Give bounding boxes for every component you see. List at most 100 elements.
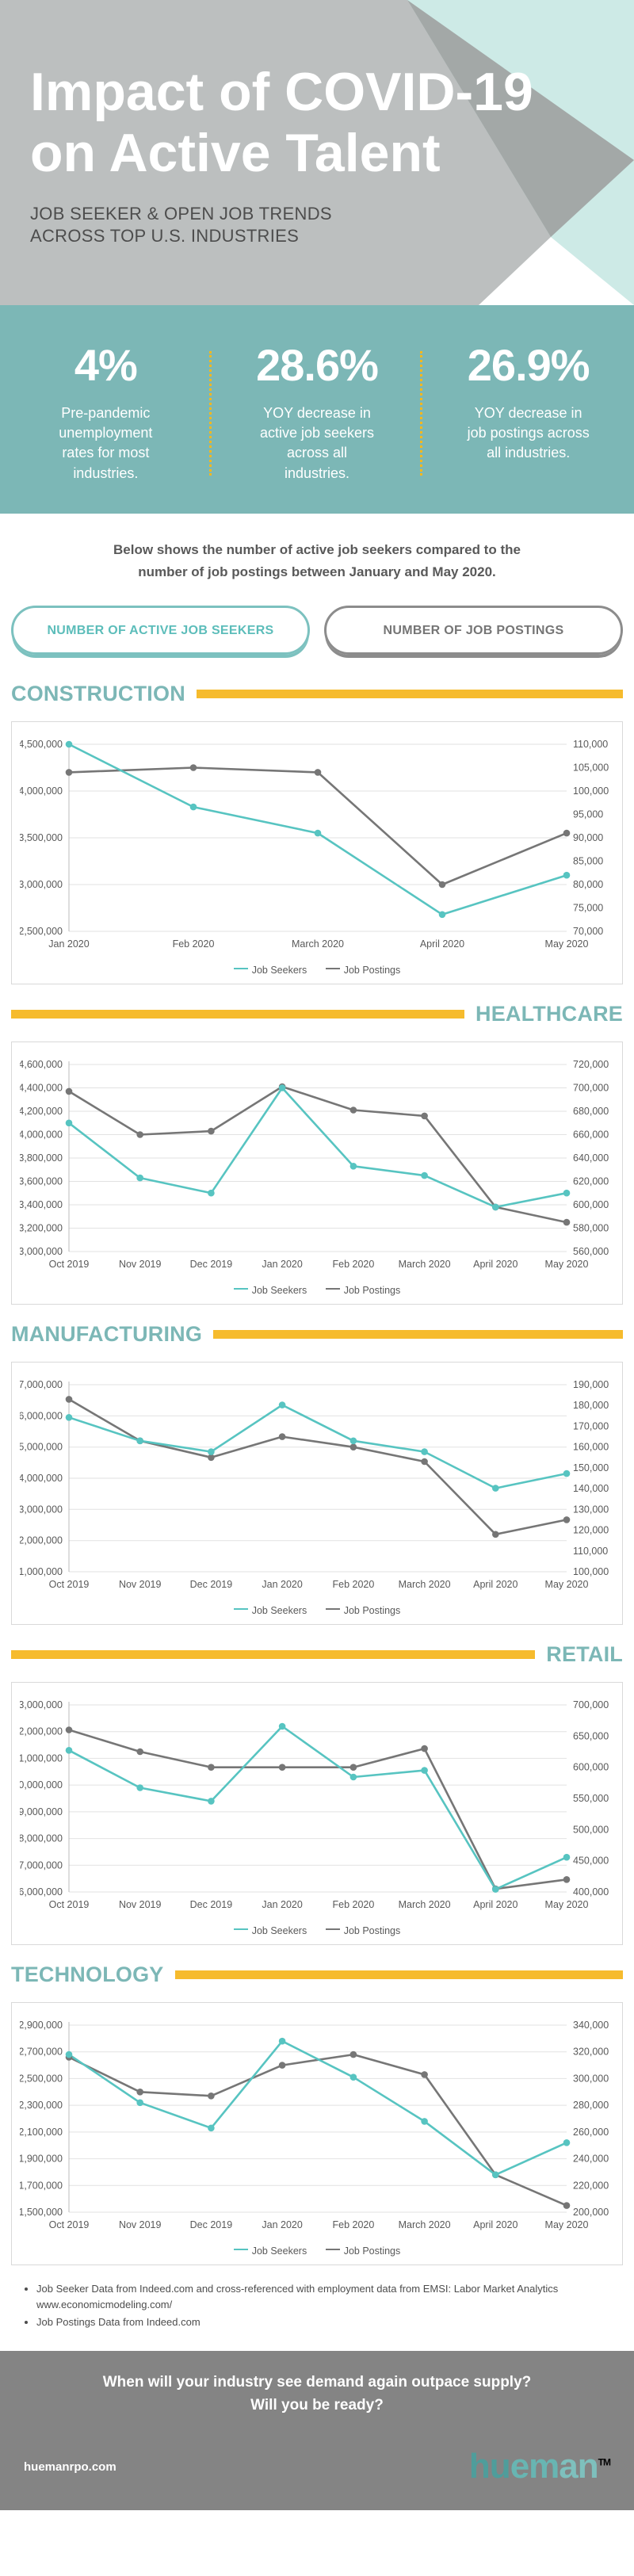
svg-text:720,000: 720,000 [573,1059,609,1070]
svg-text:3,000,000: 3,000,000 [20,1246,63,1257]
svg-text:640,000: 640,000 [573,1152,609,1164]
svg-text:9,000,000: 9,000,000 [20,1806,63,1817]
svg-text:70,000: 70,000 [573,926,603,937]
svg-text:95,000: 95,000 [573,808,603,820]
svg-text:190,000: 190,000 [573,1379,609,1390]
svg-text:7,000,000: 7,000,000 [20,1379,63,1390]
svg-text:Dec 2019: Dec 2019 [190,1899,233,1910]
svg-text:260,000: 260,000 [573,2127,609,2138]
svg-text:1,000,000: 1,000,000 [20,1566,63,1577]
svg-text:April 2020: April 2020 [420,938,464,950]
svg-text:12,000,000: 12,000,000 [20,1726,63,1737]
svg-text:400,000: 400,000 [573,1886,609,1898]
svg-text:680,000: 680,000 [573,1106,609,1117]
svg-text:560,000: 560,000 [573,1246,609,1257]
svg-text:220,000: 220,000 [573,2180,609,2191]
svg-text:Feb 2020: Feb 2020 [332,1259,374,1270]
svg-text:March 2020: March 2020 [399,1259,451,1270]
svg-text:4,600,000: 4,600,000 [20,1059,63,1070]
svg-text:Nov 2019: Nov 2019 [119,2219,162,2230]
svg-text:320,000: 320,000 [573,2047,609,2058]
svg-text:March 2020: March 2020 [399,1579,451,1590]
svg-text:600,000: 600,000 [573,1762,609,1773]
svg-text:240,000: 240,000 [573,2153,609,2164]
svg-text:April 2020: April 2020 [473,1259,518,1270]
svg-text:110,000: 110,000 [573,1546,608,1557]
svg-text:1,700,000: 1,700,000 [20,2180,63,2191]
svg-text:4,000,000: 4,000,000 [20,1129,63,1140]
svg-text:4,000,000: 4,000,000 [20,1473,63,1484]
svg-text:130,000: 130,000 [573,1504,609,1515]
svg-text:80,000: 80,000 [573,879,603,890]
svg-text:3,600,000: 3,600,000 [20,1175,63,1187]
svg-text:280,000: 280,000 [573,2100,609,2111]
svg-text:May 2020: May 2020 [545,1899,589,1910]
svg-text:3,000,000: 3,000,000 [20,879,63,890]
svg-text:4,500,000: 4,500,000 [20,739,63,750]
svg-text:Feb 2020: Feb 2020 [332,2219,374,2230]
svg-text:Nov 2019: Nov 2019 [119,1259,162,1270]
svg-text:3,200,000: 3,200,000 [20,1222,63,1233]
svg-text:3,000,000: 3,000,000 [20,1504,63,1515]
svg-text:160,000: 160,000 [573,1442,609,1453]
svg-text:March 2020: March 2020 [399,2219,451,2230]
svg-text:Jan 2020: Jan 2020 [262,1579,302,1590]
svg-text:Dec 2019: Dec 2019 [190,1259,233,1270]
svg-text:3,800,000: 3,800,000 [20,1152,63,1164]
svg-text:4,000,000: 4,000,000 [20,785,63,797]
svg-text:Jan 2020: Jan 2020 [262,1899,302,1910]
svg-text:May 2020: May 2020 [545,1259,589,1270]
svg-text:13,000,000: 13,000,000 [20,1699,63,1710]
svg-text:100,000: 100,000 [573,785,609,797]
svg-text:May 2020: May 2020 [545,2219,589,2230]
svg-text:May 2020: May 2020 [545,1579,589,1590]
svg-text:2,700,000: 2,700,000 [20,2047,63,2058]
svg-text:2,100,000: 2,100,000 [20,2127,63,2138]
svg-text:3,400,000: 3,400,000 [20,1199,63,1210]
svg-text:Jan 2020: Jan 2020 [262,2219,302,2230]
svg-text:7,000,000: 7,000,000 [20,1859,63,1871]
svg-text:2,900,000: 2,900,000 [20,2020,63,2031]
svg-text:11,000,000: 11,000,000 [20,1752,63,1764]
svg-text:Dec 2019: Dec 2019 [190,1579,233,1590]
svg-text:660,000: 660,000 [573,1129,609,1140]
svg-text:90,000: 90,000 [573,832,603,843]
svg-text:620,000: 620,000 [573,1175,609,1187]
svg-text:6,000,000: 6,000,000 [20,1410,63,1421]
svg-text:April 2020: April 2020 [473,2219,518,2230]
svg-text:650,000: 650,000 [573,1730,609,1741]
svg-text:200,000: 200,000 [573,2207,609,2218]
svg-text:April 2020: April 2020 [473,1899,518,1910]
svg-text:Jan 2020: Jan 2020 [48,938,89,950]
svg-text:75,000: 75,000 [573,902,603,913]
svg-text:Oct 2019: Oct 2019 [49,1579,90,1590]
svg-text:6,000,000: 6,000,000 [20,1886,63,1898]
svg-text:180,000: 180,000 [573,1400,609,1411]
svg-text:700,000: 700,000 [573,1082,609,1093]
svg-text:Oct 2019: Oct 2019 [49,1259,90,1270]
svg-text:140,000: 140,000 [573,1483,609,1494]
svg-text:2,300,000: 2,300,000 [20,2100,63,2111]
svg-text:700,000: 700,000 [573,1699,609,1710]
svg-text:8,000,000: 8,000,000 [20,1833,63,1844]
svg-text:110,000: 110,000 [573,739,608,750]
svg-text:600,000: 600,000 [573,1199,609,1210]
svg-text:340,000: 340,000 [573,2020,609,2031]
svg-text:Oct 2019: Oct 2019 [49,1899,90,1910]
svg-text:170,000: 170,000 [573,1420,609,1431]
svg-text:105,000: 105,000 [573,762,609,773]
svg-text:580,000: 580,000 [573,1222,609,1233]
svg-text:1,900,000: 1,900,000 [20,2153,63,2164]
svg-text:5,000,000: 5,000,000 [20,1442,63,1453]
svg-text:Feb 2020: Feb 2020 [332,1579,374,1590]
svg-text:Jan 2020: Jan 2020 [262,1259,302,1270]
svg-text:Oct 2019: Oct 2019 [49,2219,90,2230]
svg-text:500,000: 500,000 [573,1824,609,1835]
svg-text:4,200,000: 4,200,000 [20,1106,63,1117]
svg-text:March 2020: March 2020 [399,1899,451,1910]
svg-text:300,000: 300,000 [573,2073,609,2084]
svg-text:85,000: 85,000 [573,855,603,866]
svg-text:3,500,000: 3,500,000 [20,832,63,843]
svg-text:Feb 2020: Feb 2020 [173,938,215,950]
svg-text:4,400,000: 4,400,000 [20,1082,63,1093]
